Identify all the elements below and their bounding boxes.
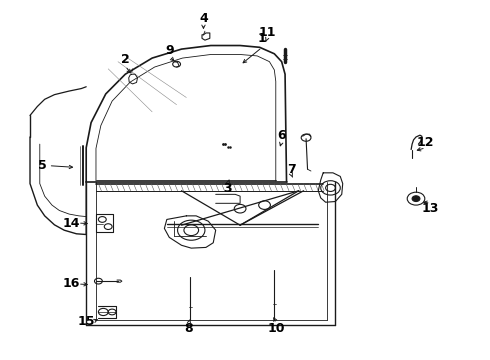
Text: 6: 6 bbox=[277, 129, 286, 142]
Text: 4: 4 bbox=[199, 12, 208, 25]
Text: 11: 11 bbox=[258, 27, 276, 40]
Text: 13: 13 bbox=[422, 202, 440, 215]
Text: 5: 5 bbox=[38, 159, 47, 172]
Text: 15: 15 bbox=[77, 315, 95, 328]
Text: 1: 1 bbox=[258, 32, 267, 45]
Text: 8: 8 bbox=[185, 322, 193, 335]
Text: 7: 7 bbox=[287, 163, 296, 176]
Text: 12: 12 bbox=[417, 136, 435, 149]
Text: 2: 2 bbox=[121, 53, 130, 66]
Circle shape bbox=[412, 196, 420, 202]
Text: 10: 10 bbox=[268, 322, 286, 335]
Text: 16: 16 bbox=[63, 278, 80, 291]
Text: 9: 9 bbox=[165, 44, 173, 57]
Text: 3: 3 bbox=[223, 183, 232, 195]
Text: 14: 14 bbox=[63, 216, 80, 230]
